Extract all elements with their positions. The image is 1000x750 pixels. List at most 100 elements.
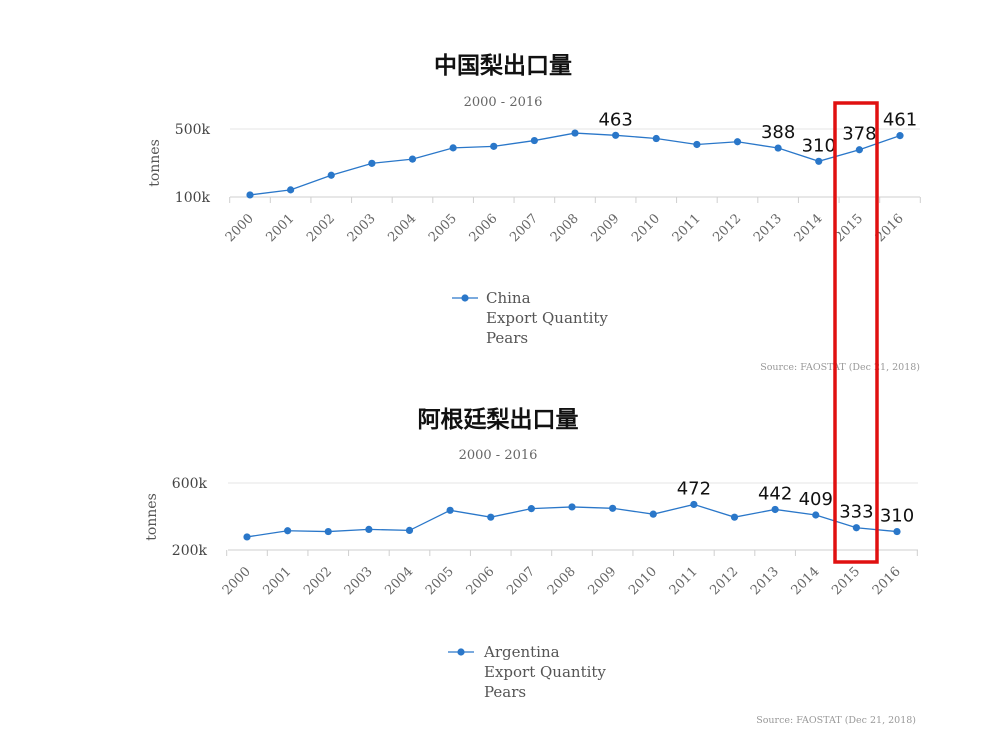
x-tick-label: 2012 — [707, 564, 741, 598]
x-tick-label: 2003 — [345, 211, 379, 245]
data-label: 333 — [839, 502, 873, 523]
x-tick-label: 2014 — [789, 564, 823, 598]
data-point[interactable] — [327, 171, 335, 179]
x-tick-label: 2002 — [301, 564, 335, 598]
x-tick-label: 2003 — [342, 564, 376, 598]
argentina-chart: 阿根廷梨出口量 2000 - 2016 600k 200k 2000 2001 2002… — [144, 407, 918, 726]
data-point[interactable] — [284, 527, 292, 535]
x-tick-label: 2000 — [223, 211, 257, 245]
data-label: 310 — [880, 506, 914, 527]
x-tick-label: 2007 — [507, 211, 541, 245]
source-note: Source: FAOSTAT (Dec 21, 2018) — [760, 362, 920, 373]
x-tick-label: 2004 — [385, 211, 419, 245]
data-point[interactable] — [408, 155, 417, 163]
data-point[interactable] — [733, 138, 742, 146]
y-tick-label: 100k — [175, 190, 211, 206]
x-tick-label: 2013 — [748, 564, 782, 598]
x-tick-label: 2015 — [832, 211, 866, 245]
chart-title: 中国梨出口量 — [434, 53, 572, 79]
data-point[interactable] — [609, 504, 617, 512]
data-point[interactable] — [815, 157, 823, 165]
x-tick-label: 2008 — [545, 564, 579, 598]
legend-line-2: Export Quantity — [484, 663, 606, 681]
y-axis-label: tonnes — [147, 139, 163, 187]
data-point[interactable] — [690, 500, 698, 509]
legend-series-name[interactable]: Argentina — [483, 643, 560, 661]
data-point[interactable] — [852, 524, 860, 532]
data-point[interactable] — [368, 159, 376, 167]
x-tick-label: 2015 — [829, 564, 863, 598]
legend-line-3: Pears — [484, 683, 526, 701]
data-point[interactable] — [446, 506, 454, 514]
x-tick-label: 2013 — [751, 211, 785, 245]
data-point[interactable] — [405, 526, 414, 535]
highlight-box-2015 — [833, 101, 879, 564]
y-axis-label: tonnes — [144, 493, 160, 541]
data-point[interactable] — [324, 527, 332, 536]
y-tick-label: 600k — [172, 476, 208, 492]
x-tick-label: 2004 — [382, 564, 416, 598]
data-point[interactable] — [527, 505, 535, 513]
data-point[interactable] — [612, 131, 620, 139]
chart-subtitle: 2000 - 2016 — [464, 95, 543, 110]
data-point[interactable] — [568, 503, 576, 511]
x-tick-label: 2011 — [670, 211, 704, 245]
data-point[interactable] — [649, 510, 657, 518]
data-label: 461 — [883, 110, 917, 131]
x-tick-label: 2012 — [710, 211, 744, 245]
data-label: 310 — [802, 135, 836, 156]
chart-title: 阿根廷梨出口量 — [418, 407, 579, 433]
data-label: 442 — [758, 483, 792, 504]
y-tick-label: 200k — [172, 543, 208, 559]
x-tick-label: 2011 — [667, 564, 701, 598]
x-tick-label: 2001 — [263, 211, 297, 245]
data-point[interactable] — [243, 533, 251, 541]
data-point[interactable] — [693, 140, 701, 149]
data-point[interactable] — [652, 134, 660, 143]
data-point[interactable] — [730, 513, 739, 521]
x-tick-label: 2000 — [220, 564, 254, 598]
data-point[interactable] — [487, 513, 495, 521]
x-tick-label: 2006 — [464, 564, 498, 598]
legend-marker-icon — [461, 294, 469, 302]
chart-subtitle: 2000 - 2016 — [459, 448, 538, 463]
data-point[interactable] — [812, 511, 820, 519]
data-point[interactable] — [287, 186, 295, 194]
x-tick-label: 2009 — [588, 211, 622, 245]
data-label: 378 — [842, 124, 876, 145]
x-tick-label: 2010 — [629, 211, 663, 245]
data-point[interactable] — [246, 191, 254, 199]
data-point[interactable] — [449, 144, 457, 152]
data-point[interactable] — [530, 136, 538, 145]
x-tick-label: 2001 — [260, 564, 294, 598]
data-point[interactable] — [490, 142, 498, 150]
x-tick-label: 2002 — [304, 211, 338, 245]
x-tick-label: 2009 — [585, 564, 619, 598]
x-tick-label: 2010 — [626, 564, 660, 598]
x-tick-label: 2014 — [792, 211, 826, 245]
data-point[interactable] — [896, 132, 904, 140]
data-label: 472 — [677, 478, 711, 499]
x-tick-label: 2006 — [467, 211, 501, 245]
x-tick-label: 2005 — [426, 211, 460, 245]
x-tick-label: 2007 — [504, 564, 538, 598]
x-tick-label: 2008 — [548, 211, 582, 245]
legend-series-name[interactable]: China — [486, 289, 531, 307]
china-chart-marks: 500k 100k 2000 2001 2002 2003 2004 2005 2006 2007… — [175, 109, 921, 245]
data-label: 463 — [598, 109, 632, 130]
legend-line-3: Pears — [486, 329, 528, 347]
x-tick-label: 2005 — [423, 564, 457, 598]
data-point[interactable] — [365, 525, 373, 533]
data-point[interactable] — [855, 146, 863, 154]
legend-marker-icon — [457, 648, 465, 656]
data-label: 409 — [799, 489, 833, 510]
data-point[interactable] — [771, 505, 779, 514]
data-point[interactable] — [571, 129, 579, 137]
argentina-chart-marks: 600k 200k 2000 2001 2002 2003 2004 2005 2006 2007… — [172, 476, 918, 598]
source-note: Source: FAOSTAT (Dec 21, 2018) — [756, 715, 916, 726]
data-point[interactable] — [774, 144, 782, 152]
legend-line-2: Export Quantity — [486, 309, 608, 327]
data-point[interactable] — [893, 527, 901, 536]
